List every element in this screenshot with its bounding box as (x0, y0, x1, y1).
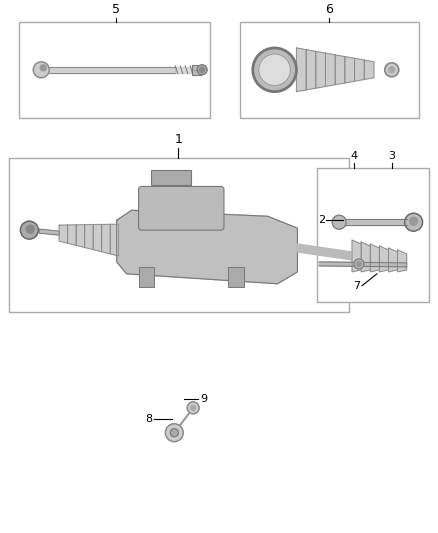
Circle shape (410, 217, 417, 225)
FancyBboxPatch shape (138, 187, 224, 230)
Polygon shape (316, 51, 325, 88)
Polygon shape (354, 59, 364, 81)
Bar (152, 169, 191, 185)
Polygon shape (67, 225, 76, 245)
Circle shape (332, 215, 346, 229)
Polygon shape (297, 244, 352, 260)
Text: 3: 3 (388, 151, 395, 160)
Circle shape (26, 225, 34, 233)
Bar (10, 158, 349, 312)
Circle shape (405, 213, 423, 231)
Polygon shape (85, 224, 93, 249)
Text: 6: 6 (325, 3, 333, 15)
Polygon shape (335, 55, 345, 85)
Circle shape (357, 261, 361, 266)
Text: 4: 4 (350, 151, 357, 160)
Polygon shape (325, 53, 335, 86)
Bar (192, 65, 201, 75)
Circle shape (354, 259, 364, 269)
Circle shape (200, 67, 205, 72)
Polygon shape (319, 262, 406, 267)
Polygon shape (389, 248, 398, 272)
Bar (138, 267, 155, 287)
Circle shape (253, 48, 297, 92)
Circle shape (187, 402, 199, 414)
Circle shape (166, 424, 183, 442)
Polygon shape (306, 50, 316, 90)
Circle shape (389, 67, 395, 73)
Circle shape (385, 63, 399, 77)
Polygon shape (102, 224, 110, 254)
Polygon shape (370, 244, 379, 272)
Circle shape (40, 65, 46, 71)
Text: 2: 2 (318, 215, 325, 225)
Circle shape (191, 406, 196, 410)
Polygon shape (76, 225, 85, 247)
Text: 5: 5 (112, 3, 120, 15)
Polygon shape (59, 225, 67, 243)
Polygon shape (364, 60, 374, 79)
Circle shape (197, 65, 207, 75)
Polygon shape (39, 229, 59, 235)
Bar (19, 22, 210, 118)
Polygon shape (379, 246, 389, 272)
Polygon shape (117, 211, 297, 284)
Polygon shape (398, 250, 406, 272)
Polygon shape (345, 219, 406, 225)
Polygon shape (352, 240, 361, 272)
Circle shape (33, 62, 49, 78)
Text: 7: 7 (353, 281, 360, 291)
Bar (240, 22, 419, 118)
Circle shape (21, 221, 38, 239)
Circle shape (170, 429, 178, 437)
Polygon shape (110, 224, 119, 256)
Text: 9: 9 (200, 394, 207, 404)
Bar (317, 167, 428, 302)
Bar (228, 267, 244, 287)
Text: 8: 8 (145, 414, 152, 424)
Polygon shape (345, 56, 354, 83)
Circle shape (259, 54, 290, 86)
Polygon shape (361, 242, 370, 272)
Text: 1: 1 (174, 133, 182, 146)
Polygon shape (93, 224, 102, 252)
Polygon shape (297, 48, 306, 92)
